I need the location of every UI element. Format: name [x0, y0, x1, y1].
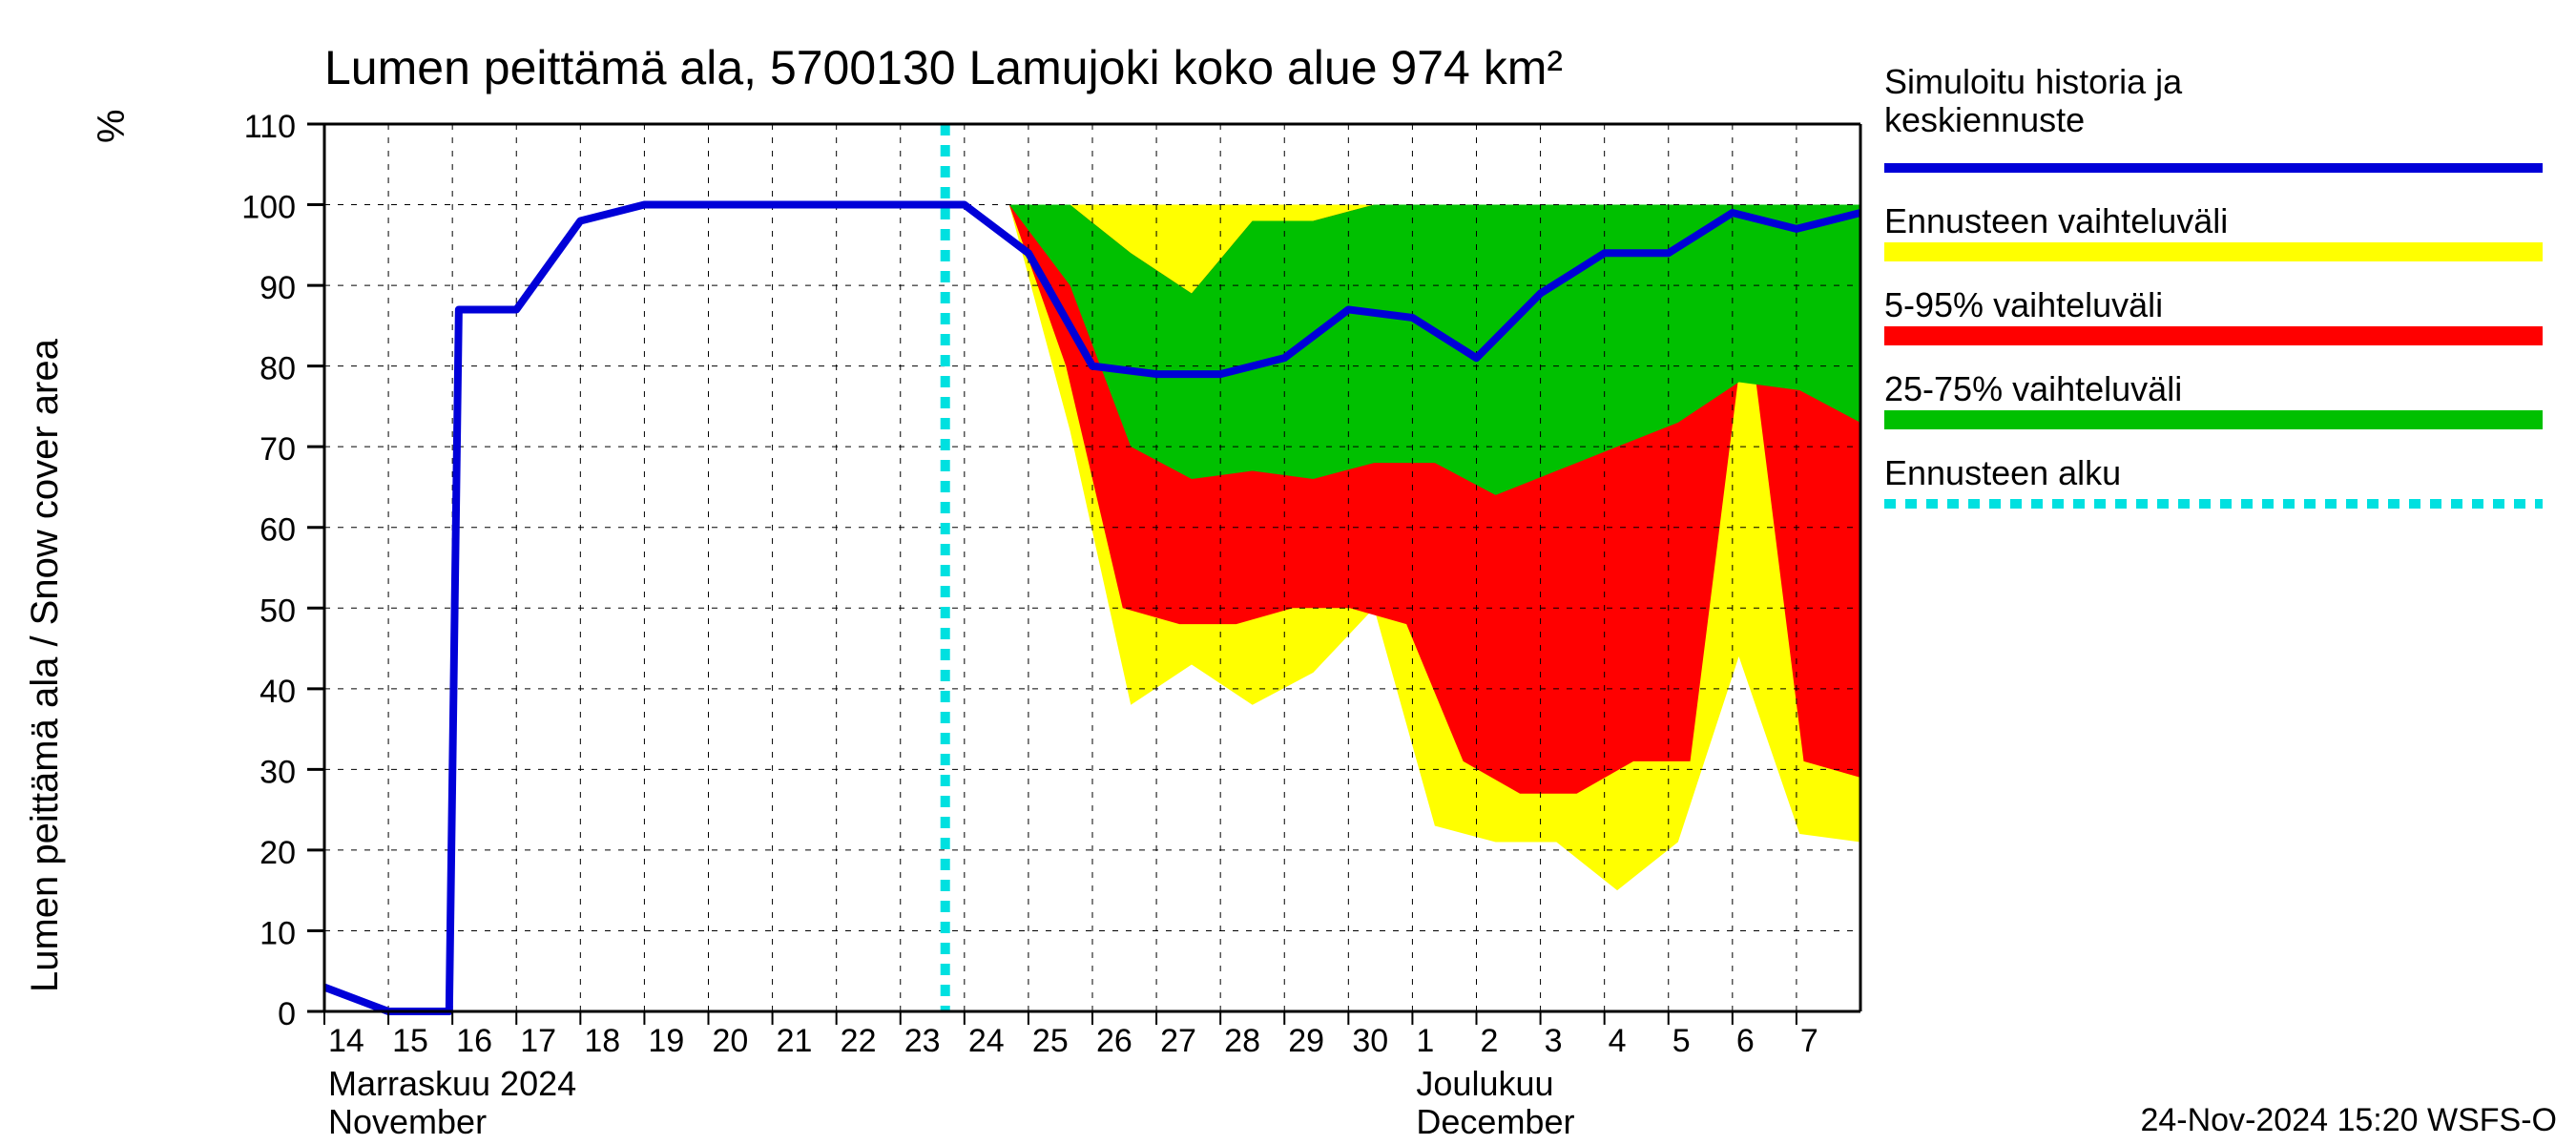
legend-label: Ennusteen alku — [1884, 453, 2121, 492]
x-tick-label: 17 — [520, 1023, 556, 1059]
timestamp: 24-Nov-2024 15:20 WSFS-O — [2140, 1102, 2557, 1138]
y-tick-label: 40 — [260, 674, 296, 710]
legend-swatch — [1884, 410, 2543, 429]
month-label-fi: Joulukuu — [1416, 1064, 1553, 1103]
x-tick-label: 2 — [1481, 1023, 1499, 1059]
x-tick-label: 22 — [841, 1023, 877, 1059]
x-tick-label: 3 — [1545, 1023, 1563, 1059]
x-tick-label: 18 — [584, 1023, 620, 1059]
x-tick-label: 20 — [713, 1023, 749, 1059]
chart-title: Lumen peittämä ala, 5700130 Lamujoki kok… — [324, 41, 1563, 94]
x-tick-label: 29 — [1288, 1023, 1324, 1059]
legend-label: 5-95% vaihteluväli — [1884, 285, 2163, 324]
x-tick-label: 23 — [904, 1023, 941, 1059]
y-tick-label: 80 — [260, 351, 296, 387]
x-tick-label: 5 — [1672, 1023, 1691, 1059]
x-tick-label: 16 — [456, 1023, 492, 1059]
legend-label: 25-75% vaihteluväli — [1884, 369, 2182, 408]
y-tick-label: 60 — [260, 512, 296, 549]
x-tick-label: 14 — [328, 1023, 364, 1059]
month-label-en: November — [328, 1102, 487, 1141]
snow-cover-chart: 0102030405060708090100110141516171819202… — [0, 0, 2576, 1145]
y-tick-label: 10 — [260, 915, 296, 951]
x-tick-label: 15 — [392, 1023, 428, 1059]
legend-label: Simuloitu historia ja — [1884, 62, 2183, 101]
y-tick-label: 110 — [244, 109, 296, 145]
y-tick-label: 100 — [241, 190, 296, 226]
y-tick-label: 20 — [260, 835, 296, 871]
x-tick-label: 21 — [777, 1023, 813, 1059]
y-tick-label: 70 — [260, 431, 296, 468]
legend-label: keskiennuste — [1884, 100, 2085, 139]
x-tick-label: 7 — [1800, 1023, 1818, 1059]
x-tick-label: 4 — [1609, 1023, 1627, 1059]
x-tick-label: 1 — [1416, 1023, 1434, 1059]
legend-label: Ennusteen vaihteluväli — [1884, 201, 2228, 240]
y-tick-label: 0 — [278, 996, 296, 1032]
month-label-en: December — [1416, 1102, 1574, 1141]
y-tick-label: 50 — [260, 593, 296, 629]
y-tick-label: 30 — [260, 754, 296, 790]
legend-swatch — [1884, 326, 2543, 345]
x-tick-label: 26 — [1096, 1023, 1132, 1059]
x-tick-label: 6 — [1736, 1023, 1755, 1059]
x-tick-label: 28 — [1224, 1023, 1260, 1059]
legend-swatch — [1884, 242, 2543, 261]
x-tick-label: 24 — [968, 1023, 1005, 1059]
y-axis-label: Lumen peittämä ala / Snow cover area — [24, 338, 66, 992]
x-tick-label: 19 — [648, 1023, 684, 1059]
x-tick-label: 25 — [1032, 1023, 1069, 1059]
y-tick-label: 90 — [260, 270, 296, 306]
y-axis-unit: % — [91, 109, 133, 143]
chart-svg: 0102030405060708090100110141516171819202… — [0, 0, 2576, 1145]
month-label-fi: Marraskuu 2024 — [328, 1064, 576, 1103]
x-tick-label: 27 — [1160, 1023, 1196, 1059]
x-tick-label: 30 — [1352, 1023, 1388, 1059]
